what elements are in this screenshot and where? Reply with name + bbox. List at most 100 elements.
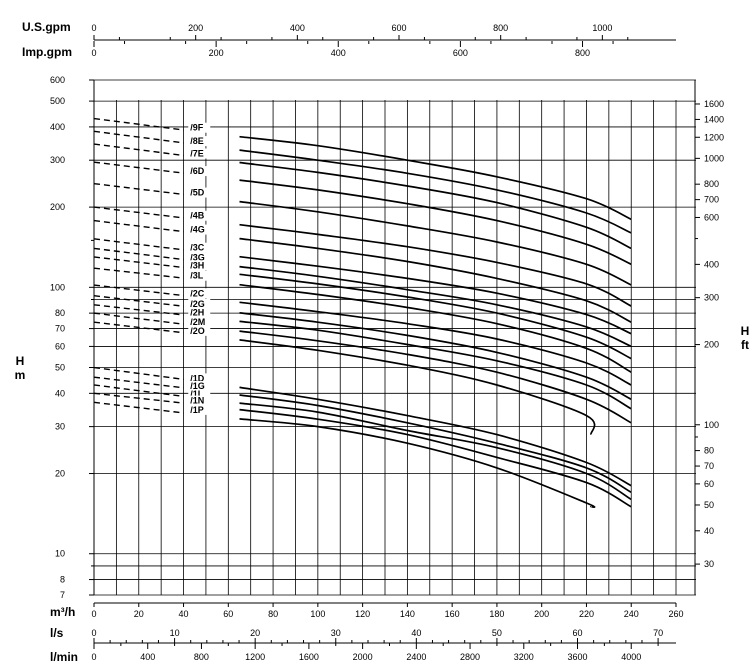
curve-label-bg	[188, 404, 211, 415]
top-impgpm-label: 800	[575, 48, 590, 58]
curve-label: /6D	[190, 166, 205, 176]
bottom-lmin-label: 3200	[514, 652, 534, 662]
left-axis-title-unit: m	[15, 368, 26, 382]
left-tick-label: 500	[50, 96, 65, 106]
curve-label: /3L	[190, 271, 204, 281]
curves	[93, 117, 632, 508]
curve-label: /1D	[190, 373, 205, 383]
bottom-m3h-label: 180	[489, 609, 504, 619]
bottom-lmin-label: 400	[140, 652, 155, 662]
left-tick-label: 30	[55, 422, 65, 432]
curve-dashed	[93, 401, 184, 414]
bottom-ls-label: 30	[331, 628, 341, 638]
right-tick-label: 400	[704, 259, 719, 269]
top-usgpm-label: 200	[188, 23, 203, 33]
curve-label-bg	[188, 260, 211, 271]
curve-dashed	[93, 206, 184, 219]
curve-label-bg	[188, 325, 211, 336]
curve-label-bg	[188, 252, 211, 263]
curve-solid	[239, 200, 632, 286]
top-usgpm-label: 0	[91, 23, 96, 33]
curve-label-bg	[188, 166, 211, 177]
curve-dashed	[93, 130, 184, 144]
curve-dashed	[93, 267, 184, 279]
curve-dashed	[93, 256, 184, 269]
bottom-m3h-label: 0	[91, 609, 96, 619]
bottom-lmin-label: 1200	[245, 652, 265, 662]
bottom-ls-title: l/s	[50, 626, 64, 640]
curve-dashed	[93, 284, 184, 297]
curve-solid	[239, 273, 632, 360]
right-tick-label: 30	[704, 559, 714, 569]
curve-label: /1I	[190, 389, 200, 399]
curve-label-bg	[188, 242, 211, 253]
bottom-lmin-label: 2000	[353, 652, 373, 662]
curve-label: /1G	[190, 381, 205, 391]
bottom-m3h-label: 200	[534, 609, 549, 619]
curve-dashed	[93, 304, 184, 316]
curve-label-bg	[188, 136, 211, 147]
bottom-m3h-label: 160	[445, 609, 460, 619]
curve-label: /3H	[190, 260, 204, 270]
top-usgpm-label: 800	[493, 23, 508, 33]
curve-solid	[239, 408, 632, 508]
curve-solid	[239, 283, 632, 373]
curve-label-bg	[188, 380, 211, 391]
right-tick-label: 50	[704, 500, 714, 510]
bottom-m3h-label: 140	[400, 609, 415, 619]
bottom-lmin-label: 4000	[621, 652, 641, 662]
left-tick-label: 40	[55, 388, 65, 398]
bottom-lmin-title: l/min	[50, 650, 78, 664]
left-tick-label: 50	[55, 363, 65, 373]
top-impgpm-label: 600	[453, 48, 468, 58]
bottom-ls-label: 0	[91, 628, 96, 638]
curve-label: /4B	[190, 211, 205, 221]
curve-dashed	[93, 366, 184, 381]
curve-solid	[239, 418, 596, 508]
bottom-m3h-label: 260	[668, 609, 683, 619]
curve-dashed	[93, 376, 184, 389]
curve-label-bg	[188, 317, 211, 328]
curve-solid	[239, 179, 632, 266]
curve-solid	[239, 301, 632, 386]
top-impgpm-label: 0	[91, 48, 96, 58]
right-tick-label: 700	[704, 195, 719, 205]
left-tick-label: 60	[55, 341, 65, 351]
curve-label: /2M	[190, 317, 205, 327]
top-impgpm-label: 200	[209, 48, 224, 58]
bottom-lmin-label: 3600	[567, 652, 587, 662]
curve-dashed	[93, 182, 184, 196]
curve-label: /1P	[190, 405, 204, 415]
right-tick-label: 600	[704, 212, 719, 222]
right-tick-label: 60	[704, 479, 714, 489]
top-impgpm-title: Imp.gpm	[22, 45, 72, 59]
curve-dashed	[93, 295, 184, 307]
curve-solid	[239, 149, 632, 234]
bottom-m3h-label: 60	[223, 609, 233, 619]
bottom-lmin-label: 2400	[406, 652, 426, 662]
bottom-m3h-label: 100	[310, 609, 325, 619]
curve-label: /3C	[190, 243, 205, 253]
bottom-m3h-title: m³/h	[50, 605, 75, 619]
curve-dashed	[93, 143, 184, 157]
right-tick-label: 1600	[704, 99, 724, 109]
curve-label-bg	[188, 122, 211, 133]
left-tick-label: 100	[50, 282, 65, 292]
right-axis-title-unit: ft	[741, 338, 749, 352]
curve-solid	[239, 135, 632, 221]
curve-label: /2C	[190, 288, 205, 298]
curve-solid	[239, 386, 632, 487]
curve-label: /2H	[190, 307, 204, 317]
curve-solid	[239, 312, 632, 401]
right-tick-label: 1000	[704, 153, 724, 163]
left-tick-label: 10	[55, 549, 65, 559]
curve-solid	[239, 265, 632, 348]
curve-solid	[239, 339, 596, 435]
curve-label-bg	[188, 187, 211, 198]
right-tick-label: 100	[704, 420, 719, 430]
bottom-m3h-label: 240	[624, 609, 639, 619]
curve-label: /7E	[190, 149, 204, 159]
curve-label-bg	[188, 395, 211, 406]
curve-label: /2O	[190, 326, 205, 336]
curve-solid	[239, 237, 632, 323]
